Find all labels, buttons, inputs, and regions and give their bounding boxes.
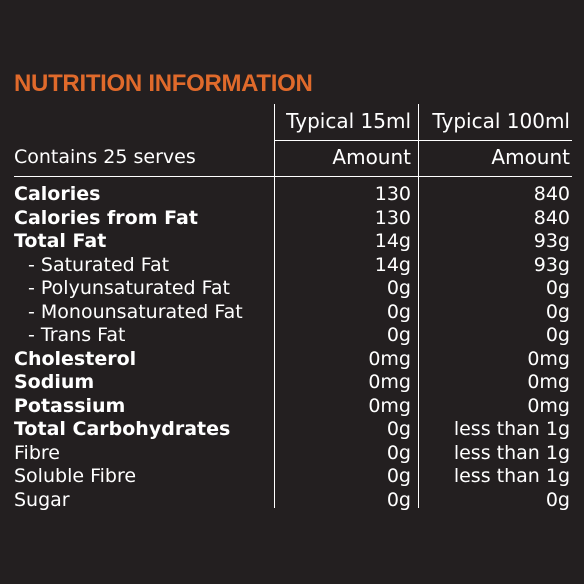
row-label: - Monounsaturated Fat — [28, 300, 243, 323]
row-value-100ml: less than 1g — [453, 465, 570, 487]
row-value-100ml: 0g — [545, 488, 570, 511]
header-typical-100ml: Typical 100ml — [432, 109, 570, 133]
row-value-15ml: 0g — [386, 418, 411, 440]
row-label: Fibre — [14, 441, 60, 464]
column-divider-2 — [418, 104, 419, 508]
row-label: Cholesterol — [14, 347, 137, 370]
header-typical-15ml: Typical 15ml — [286, 109, 411, 133]
row-value-100ml: 93g — [533, 230, 570, 252]
row-label: Soluble Fibre — [14, 465, 137, 487]
row-value-100ml: 0g — [545, 277, 570, 299]
row-value-15ml: 0g — [386, 277, 411, 299]
row-value-15ml: 0g — [386, 441, 411, 464]
row-value-100ml: 0mg — [527, 394, 570, 417]
row-value-15ml: 0mg — [368, 347, 411, 370]
serves-count: Contains 25 serves — [14, 146, 196, 168]
row-value-15ml: 14g — [374, 230, 411, 252]
header-rule-2 — [14, 176, 572, 177]
row-value-15ml: 14g — [374, 253, 411, 276]
row-value-100ml: 840 — [533, 183, 570, 205]
row-value-15ml: 0g — [386, 300, 411, 323]
header-amount-1: Amount — [332, 145, 411, 169]
row-value-15ml: 0g — [386, 465, 411, 487]
row-label: Calories — [14, 183, 101, 205]
row-label: - Polyunsaturated Fat — [28, 277, 230, 299]
header-rule-1 — [274, 140, 572, 141]
row-value-15ml: 0g — [386, 324, 411, 346]
row-value-100ml: 0mg — [527, 371, 570, 393]
row-value-100ml: 0g — [545, 300, 570, 323]
row-value-15ml: 0g — [386, 488, 411, 511]
row-value-100ml: less than 1g — [453, 418, 570, 440]
row-value-100ml: 93g — [533, 253, 570, 276]
row-label: - Trans Fat — [28, 324, 126, 346]
row-value-100ml: less than 1g — [453, 441, 570, 464]
row-value-15ml: 130 — [374, 183, 411, 205]
header-amount-2: Amount — [491, 145, 570, 169]
row-label: Total Fat — [14, 230, 107, 252]
row-label: - Saturated Fat — [28, 253, 170, 276]
row-label: Sugar — [14, 488, 70, 511]
row-value-15ml: 0mg — [368, 394, 411, 417]
row-label: Potassium — [14, 394, 126, 417]
row-value-15ml: 130 — [374, 206, 411, 229]
row-value-15ml: 0mg — [368, 371, 411, 393]
row-value-100ml: 0g — [545, 324, 570, 346]
row-label: Calories from Fat — [14, 206, 198, 229]
row-label: Total Carbohydrates — [14, 418, 231, 440]
row-value-100ml: 840 — [533, 206, 570, 229]
row-label: Sodium — [14, 371, 95, 393]
column-divider-1 — [274, 104, 275, 508]
row-value-100ml: 0mg — [527, 347, 570, 370]
page-title: NUTRITION INFORMATION — [14, 70, 313, 97]
